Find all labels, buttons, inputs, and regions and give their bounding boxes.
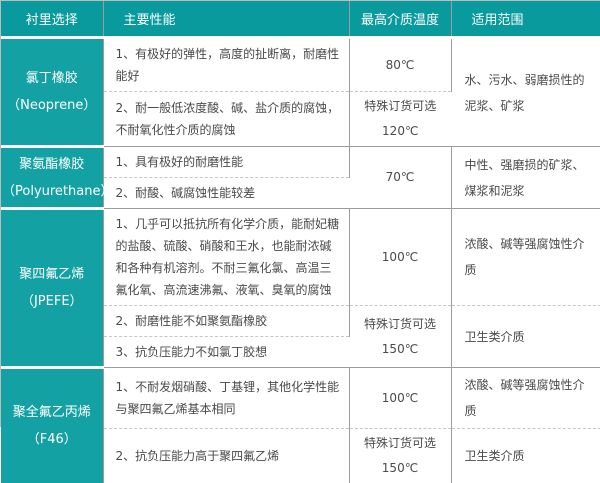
lining-cell-f46: 聚全氟乙丙烯 （F46）: [1, 368, 103, 483]
lining-name: 氯丁橡胶: [2, 65, 102, 92]
scope-cell: 浓酸、碱等强腐蚀性介质: [451, 368, 600, 429]
temp-cell: 特殊订货可选 120℃: [349, 92, 451, 147]
lining-name-en: （JPEFE）: [2, 288, 102, 315]
scope-cell: 中性、强磨损的矿浆、煤浆和泥浆: [451, 147, 600, 209]
lining-name: 聚全氟乙丙烯: [2, 399, 102, 426]
temp-note: 特殊订货可选: [354, 312, 447, 337]
temp-cell: 特殊订货可选 150℃: [349, 306, 451, 368]
scope-cell: 卫生类介质: [451, 306, 600, 368]
perf-cell: 2、耐磨性能不如聚氨酯橡胶: [103, 306, 349, 337]
perf-cell: 1、几乎可以抵抗所有化学介质，能耐妃糖的盐酸、硫酸、硝酸和王水，也能耐浓碱和各种…: [103, 209, 349, 306]
lining-name: 聚氨酯橡胶: [2, 151, 102, 178]
header-max-temp: 最高介质温度: [349, 1, 451, 38]
perf-cell: 1、具有极好的耐磨性能: [103, 147, 349, 178]
lining-cell-jpefe: 聚四氟乙烯 （JPEFE）: [1, 209, 103, 368]
table-row: 聚全氟乙丙烯 （F46） 1、不耐发烟硝酸、丁基锂，其他化学性能与聚四氟乙烯基本…: [1, 368, 600, 429]
temp-cell: 70℃: [349, 147, 451, 209]
lining-cell-neoprene: 氯丁橡胶 （Neoprene）: [1, 38, 103, 147]
temp-value: 150℃: [354, 456, 447, 481]
table-row: 氯丁橡胶 （Neoprene） 1、有极好的弹性，高度的扯断离，耐磨性能好 80…: [1, 38, 600, 92]
lining-cell-polyurethane: 聚氨酯橡胶 （Polyurethane）: [1, 147, 103, 209]
header-performance: 主要性能: [103, 1, 349, 38]
scope-cell: 水、污水、弱磨损性的泥浆、矿浆: [451, 38, 600, 147]
temp-cell: 100℃: [349, 209, 451, 306]
temp-value: 120℃: [354, 119, 448, 144]
temp-note: 特殊订货可选: [354, 431, 447, 456]
table-row: 聚氨酯橡胶 （Polyurethane） 1、具有极好的耐磨性能 70℃ 中性、…: [1, 147, 600, 178]
lining-spec-page: 衬里选择 主要性能 最高介质温度 适用范围 氯丁橡胶 （Neoprene） 1、…: [0, 0, 600, 427]
perf-cell: 2、耐一般低浓度酸、碱、盐介质的腐蚀，不耐氧化性介质的腐蚀: [103, 92, 349, 147]
perf-cell: 3、抗负压能力不如氯丁胶想: [103, 337, 349, 368]
perf-cell: 2、耐酸、碱腐蚀性能较差: [103, 178, 349, 209]
temp-cell: 100℃: [349, 368, 451, 429]
header-lining: 衬里选择: [1, 1, 103, 38]
temp-value: 150℃: [354, 337, 447, 362]
lining-name-en: （Neoprene）: [2, 92, 102, 119]
lining-name: 聚四氟乙烯: [2, 261, 102, 288]
temp-cell: 80℃: [349, 38, 451, 92]
table-row: 聚四氟乙烯 （JPEFE） 1、几乎可以抵抗所有化学介质，能耐妃糖的盐酸、硫酸、…: [1, 209, 600, 306]
lining-name-en: （Polyurethane）: [2, 178, 102, 205]
header-row: 衬里选择 主要性能 最高介质温度 适用范围: [1, 1, 600, 38]
temp-cell: 特殊订货可选 150℃: [349, 429, 451, 483]
scope-cell: 卫生类介质: [451, 429, 600, 483]
perf-cell: 1、有极好的弹性，高度的扯断离，耐磨性能好: [103, 38, 349, 92]
perf-cell: 1、不耐发烟硝酸、丁基锂，其他化学性能与聚四氟乙烯基本相同: [103, 368, 349, 429]
perf-cell: 2、抗负压能力高于聚四氟乙烯: [103, 429, 349, 483]
scope-cell: 浓酸、碱等强腐蚀性介质: [451, 209, 600, 306]
header-scope: 适用范围: [451, 1, 600, 38]
lining-name-en: （F46）: [2, 426, 102, 453]
temp-note: 特殊订货可选: [354, 94, 448, 119]
